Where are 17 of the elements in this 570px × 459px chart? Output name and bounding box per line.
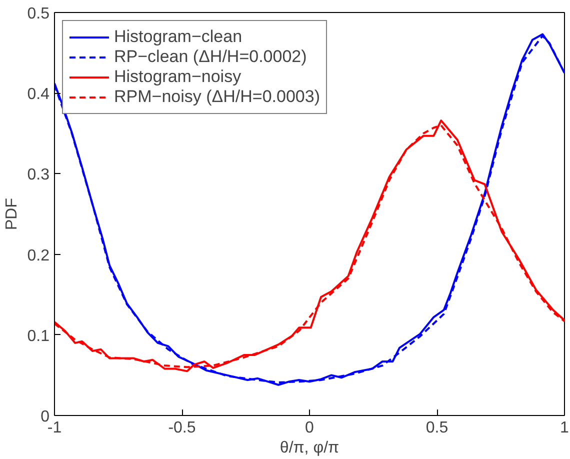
y-axis-title: PDF (3, 198, 20, 230)
x-tick-label: -0.5 (168, 420, 196, 436)
y-tick-label: 0.3 (27, 166, 50, 184)
x-tick-label: 0 (305, 420, 314, 436)
x-tick-label: 1 (560, 420, 570, 436)
x-axis-title: θ/π, φ/π (280, 440, 340, 456)
y-tick-label: 0.5 (27, 6, 50, 22)
legend-label: Histogram−clean (114, 27, 242, 47)
y-tick-label: 0.4 (27, 86, 50, 104)
y-tick-label: 0 (40, 408, 50, 426)
legend-label: RPM−noisy (ΔH/H=0.0003) (114, 87, 320, 107)
legend-label: RP−clean (ΔH/H=0.0002) (114, 47, 307, 67)
x-tick-label: -1 (47, 420, 62, 436)
legend-label: Histogram−noisy (114, 67, 242, 87)
x-tick-label: 0.5 (426, 420, 448, 436)
y-tick-label: 0.2 (27, 247, 50, 264)
y-tick-label: 0.1 (27, 328, 50, 345)
